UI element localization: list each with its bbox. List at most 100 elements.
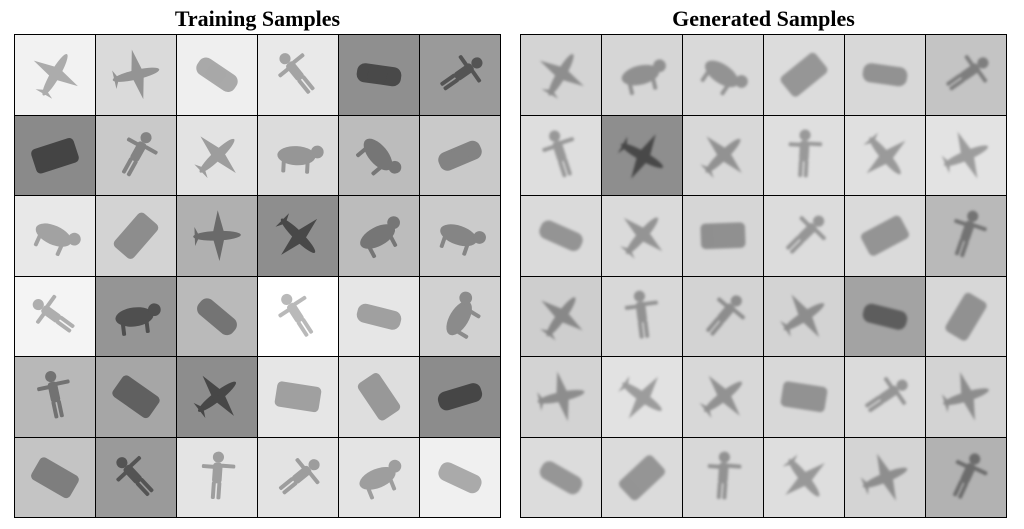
training-sample-human xyxy=(15,357,95,437)
training-sample-human xyxy=(420,35,500,115)
truck-figure xyxy=(112,375,160,419)
training-sample-airplane xyxy=(15,35,95,115)
generated-sample-truck xyxy=(602,437,682,517)
car-figure xyxy=(196,57,238,93)
generated-sample-truck xyxy=(683,196,763,276)
human-figure xyxy=(706,294,745,336)
airplane-figure xyxy=(620,217,663,259)
training-sample-car xyxy=(420,115,500,195)
generated-sample-truck xyxy=(845,196,925,276)
training-sample-human xyxy=(177,437,257,517)
airplane-figure xyxy=(193,375,237,418)
training-sample-animal xyxy=(339,115,419,195)
truck-figure xyxy=(945,292,987,341)
car-figure xyxy=(438,140,482,171)
airplane-figure xyxy=(540,296,583,340)
generated-sample-truck xyxy=(926,276,1006,356)
training-sample-car xyxy=(420,357,500,437)
generated-sample-human xyxy=(926,35,1006,115)
human-figure xyxy=(953,452,988,499)
truck-figure xyxy=(780,381,828,413)
training-sample-human xyxy=(96,437,176,517)
airplane-figure xyxy=(863,132,906,174)
human-figure xyxy=(278,293,314,337)
generated-sample-human xyxy=(845,357,925,437)
animal-figure xyxy=(359,459,402,499)
car-figure xyxy=(862,63,908,87)
training-sample-human xyxy=(258,437,338,517)
training-sample-animal xyxy=(15,196,95,276)
human-figure xyxy=(37,370,70,419)
training-sample-human xyxy=(258,35,338,115)
airplane-figure xyxy=(193,210,241,262)
generated-sample-airplane xyxy=(764,276,844,356)
training-sample-car xyxy=(420,437,500,517)
human-figure xyxy=(707,451,742,499)
training-sample-car xyxy=(177,35,257,115)
generated-sample-airplane xyxy=(926,357,1006,437)
generated-sample-airplane xyxy=(602,357,682,437)
truck-figure xyxy=(274,381,322,413)
generated-sample-animal xyxy=(602,35,682,115)
truck-figure xyxy=(619,454,665,500)
car-figure xyxy=(437,383,483,411)
human-figure xyxy=(201,451,236,499)
generated-sample-human xyxy=(764,196,844,276)
training-sample-animal xyxy=(339,196,419,276)
generated-sample-car xyxy=(521,196,601,276)
animal-figure xyxy=(360,216,400,259)
training-sample-airplane xyxy=(96,35,176,115)
car-figure xyxy=(438,461,482,493)
human-figure xyxy=(946,55,989,91)
airplane-figure xyxy=(941,131,989,179)
training-sample-animal xyxy=(96,276,176,356)
car-figure xyxy=(539,220,583,251)
training-sample-airplane xyxy=(177,196,257,276)
airplane-figure xyxy=(539,53,584,99)
truck-figure xyxy=(113,212,159,259)
training-grid xyxy=(14,34,501,518)
truck-figure xyxy=(357,373,401,421)
airplane-figure xyxy=(112,49,160,100)
generated-sample-human xyxy=(926,437,1006,517)
training-sample-truck xyxy=(96,196,176,276)
human-figure xyxy=(954,210,987,258)
animal-figure xyxy=(356,138,402,175)
training-title: Training Samples xyxy=(174,6,341,31)
generated-sample-airplane xyxy=(521,35,601,115)
generated-sample-car xyxy=(521,437,601,517)
airplane-figure xyxy=(618,376,662,419)
generated-sample-animal xyxy=(683,35,763,115)
generated-title: Generated Samples xyxy=(672,6,855,31)
training-sample-car xyxy=(177,276,257,356)
human-figure xyxy=(32,294,75,333)
training-sample-car xyxy=(339,276,419,356)
generated-panel: Generated Samples xyxy=(520,0,1007,518)
animal-figure xyxy=(439,224,486,256)
human-figure xyxy=(278,53,315,94)
training-sample-truck xyxy=(96,357,176,437)
car-figure xyxy=(356,63,402,87)
generated-sample-airplane xyxy=(602,115,682,195)
training-sample-car xyxy=(339,35,419,115)
airplane-figure xyxy=(275,213,318,255)
animal-figure xyxy=(115,302,161,336)
training-sample-animal xyxy=(258,115,338,195)
generated-sample-airplane xyxy=(521,276,601,356)
airplane-figure xyxy=(860,453,908,501)
truck-figure xyxy=(780,52,828,97)
generated-sample-airplane xyxy=(602,196,682,276)
training-sample-airplane xyxy=(258,196,338,276)
generated-sample-airplane xyxy=(521,357,601,437)
car-figure xyxy=(539,460,583,494)
generated-sample-airplane xyxy=(845,115,925,195)
car-figure xyxy=(862,303,908,330)
airplane-figure xyxy=(782,453,825,497)
airplane-figure xyxy=(700,135,742,178)
generated-sample-human xyxy=(521,115,601,195)
animal-figure xyxy=(446,291,481,339)
training-panel: Training Samples xyxy=(14,0,501,518)
airplane-figure xyxy=(617,133,663,179)
airplane-figure xyxy=(780,294,825,337)
training-sample-animal xyxy=(339,437,419,517)
